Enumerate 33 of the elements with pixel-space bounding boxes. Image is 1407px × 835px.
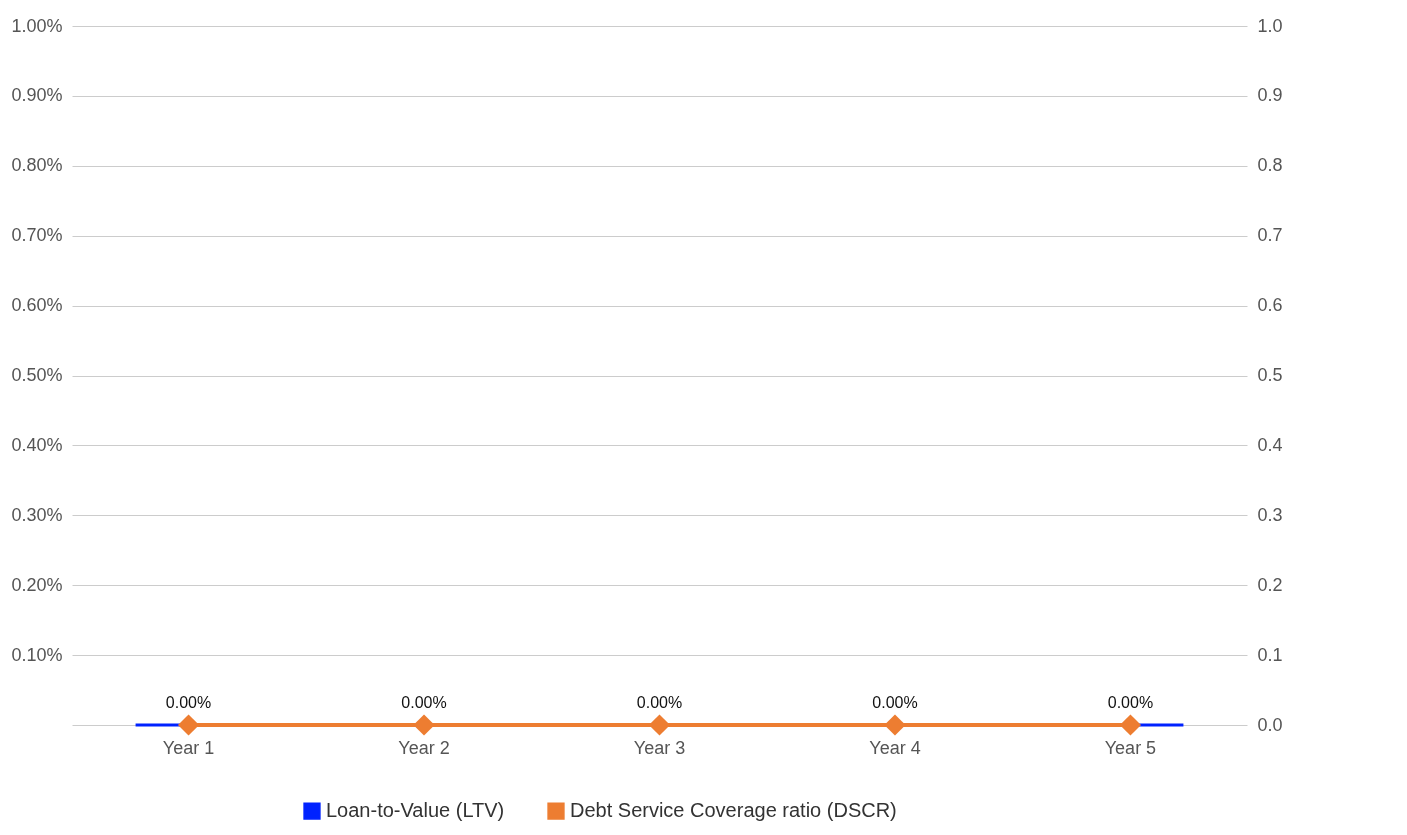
x-tick-label: Year 4 xyxy=(869,737,921,758)
y-tick-label: 0.20% xyxy=(11,574,63,595)
y2-tick-label: 0.5 xyxy=(1257,365,1283,385)
y2-tick-label: 0.0 xyxy=(1257,714,1283,735)
y2-tick-label: 0.4 xyxy=(1257,434,1283,455)
y2-tick-label: 0.7 xyxy=(1257,225,1283,246)
y2-tick-label: 0.6 xyxy=(1257,295,1283,316)
y-tick-label: 0.50% xyxy=(11,365,63,385)
y-tick-label: 0.30% xyxy=(11,504,63,525)
x-tick-label: Year 1 xyxy=(162,737,215,758)
y2-tick-label: 0.3 xyxy=(1257,504,1283,525)
y-tick-label: 1.00% xyxy=(11,15,63,36)
data-label: 0.00% xyxy=(165,694,212,711)
y-tick-label: 0.90% xyxy=(11,85,63,106)
x-tick-label: Year 5 xyxy=(1104,737,1157,758)
y-tick-label: 0.60% xyxy=(11,295,63,316)
y2-tick-label: 0.2 xyxy=(1257,574,1283,595)
y-tick-label: 0.40% xyxy=(11,434,63,455)
y2-tick-label: 0.1 xyxy=(1257,644,1283,665)
y2-tick-label: 1.0 xyxy=(1257,15,1283,36)
legend-label: Debt Service Coverage ratio (DSCR) xyxy=(570,799,897,822)
y-tick-label: 0.70% xyxy=(11,225,63,246)
data-label: 0.00% xyxy=(1107,694,1154,711)
x-tick-label: Year 3 xyxy=(633,737,686,758)
y-tick-label: 0.80% xyxy=(11,155,63,176)
y-tick-label: 0.10% xyxy=(11,644,63,665)
x-tick-label: Year 2 xyxy=(398,737,450,758)
data-label: 0.00% xyxy=(636,694,683,711)
legend-label: Loan-to-Value (LTV) xyxy=(326,799,505,822)
data-label: 0.00% xyxy=(401,694,447,711)
data-label: 0.00% xyxy=(872,694,918,711)
y2-tick-label: 0.9 xyxy=(1257,85,1283,106)
y2-tick-label: 0.8 xyxy=(1257,155,1283,176)
